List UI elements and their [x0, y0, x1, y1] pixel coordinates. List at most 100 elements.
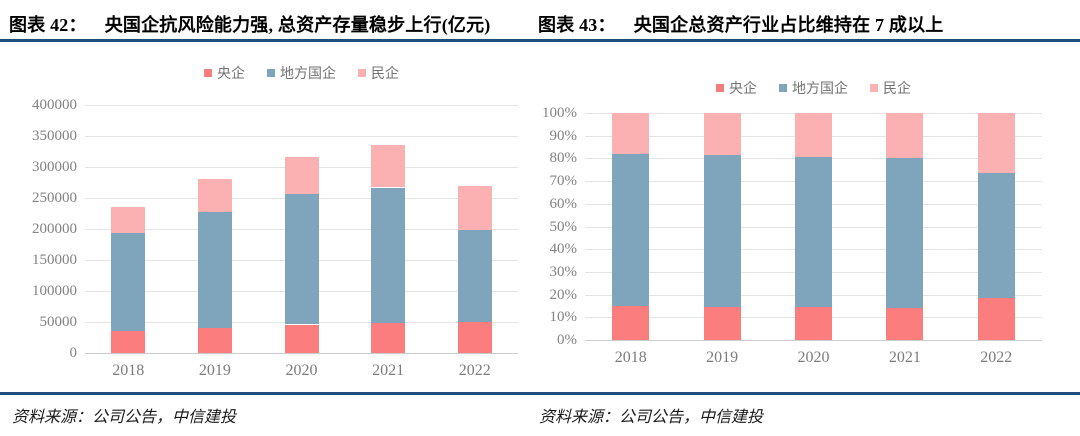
bar-segment-民企 — [371, 145, 406, 188]
x-axis-category-label: 2019 — [198, 362, 231, 379]
header-divider-rule — [0, 39, 1080, 42]
figure-42-header: 图表 42： 央国企抗风险能力强, 总资产存量稳步上行(亿元) — [9, 11, 491, 37]
y-gridline — [585, 113, 1042, 114]
legend-item-央企: 央企 — [716, 78, 757, 98]
y-axis-tick-label: 0% — [557, 332, 577, 348]
bar-segment-央企 — [886, 308, 924, 340]
y-axis-tick-label: 400000 — [32, 97, 77, 113]
y-axis-tick-label: 50% — [549, 218, 578, 235]
y-gridline — [585, 271, 1042, 273]
bar-segment-央企 — [371, 323, 406, 353]
y-axis-tick-label: 60% — [549, 195, 578, 212]
bar-segment-民企 — [111, 207, 146, 234]
figure-43-header: 图表 43： 央国企总资产行业占比维持在 7 成以上 — [538, 11, 944, 37]
y-gridline — [585, 226, 1042, 228]
x-axis-category-label: 2021 — [888, 349, 921, 366]
legend-marker-icon — [358, 69, 366, 77]
bar-segment-民企 — [977, 113, 1015, 173]
source-note-right: 资料来源：公司公告，中信建投 — [539, 409, 764, 426]
y-gridline — [585, 203, 1042, 205]
legend-item-央企: 央企 — [204, 63, 245, 83]
y-axis-tick-label: 40% — [549, 241, 578, 258]
figure-43-title-text: 央国企总资产行业占比维持在 7 成以上 — [633, 15, 944, 35]
legend-item-label: 央企 — [217, 67, 245, 82]
bar-segment-地方国企 — [371, 187, 406, 324]
y-gridline — [585, 317, 1042, 319]
bar-segment-地方国企 — [284, 194, 319, 325]
bar-segment-地方国企 — [111, 233, 146, 332]
bar-segment-民企 — [703, 113, 741, 155]
figure-43-label: 图表 43： — [538, 15, 616, 35]
y-gridline — [85, 291, 518, 292]
y-gridline — [585, 135, 1042, 137]
y-gridline — [585, 249, 1042, 251]
x-axis-category-label: 2021 — [372, 362, 405, 379]
legend-marker-icon — [204, 69, 212, 77]
x-axis-category-label: 2022 — [458, 362, 491, 379]
y-gridline — [585, 294, 1042, 296]
y-gridline — [585, 181, 1042, 183]
bar-segment-央企 — [197, 328, 232, 353]
legend-item-label: 民企 — [371, 67, 399, 82]
y-gridline — [85, 167, 518, 168]
bar-segment-央企 — [612, 305, 650, 340]
chart-legend: 央企 地方国企 民企 — [585, 78, 1042, 98]
source-note-left: 资料来源：公司公告，中信建投 — [12, 409, 237, 426]
bar-segment-民企 — [886, 113, 924, 159]
figure-42-label: 图表 42： — [9, 15, 87, 35]
x-axis-category-label: 2020 — [797, 349, 830, 366]
bar-segment-央企 — [457, 322, 492, 353]
x-axis-category-label: 2020 — [285, 362, 318, 379]
y-axis-tick-label: 80% — [549, 150, 578, 167]
bar-segment-央企 — [284, 324, 319, 353]
legend-item-地方国企: 地方国企 — [267, 63, 336, 83]
bar-segment-地方国企 — [612, 153, 650, 306]
y-gridline — [85, 136, 518, 137]
bar-segment-地方国企 — [795, 156, 832, 307]
bar-segment-地方国企 — [457, 230, 492, 322]
bar-segment-央企 — [111, 331, 146, 353]
bar-segment-民企 — [197, 179, 232, 212]
y-axis-tick-label: 150000 — [32, 252, 77, 268]
legend-item-label: 地方国企 — [280, 67, 336, 82]
y-gridline — [585, 340, 1042, 341]
y-gridline — [85, 353, 518, 354]
y-axis-tick-label: 0 — [69, 345, 78, 361]
y-gridline — [585, 158, 1042, 160]
bar-segment-地方国企 — [977, 172, 1015, 299]
y-axis-tick-label: 100000 — [32, 283, 77, 299]
y-axis-tick-label: 90% — [549, 127, 578, 144]
legend-item-label: 地方国企 — [792, 82, 848, 97]
y-gridline — [85, 198, 518, 199]
footer-divider-rule — [0, 392, 1080, 395]
y-axis-tick-label: 350000 — [32, 128, 77, 144]
y-gridline — [85, 322, 518, 323]
y-gridline — [85, 229, 518, 230]
bar-segment-央企 — [795, 306, 832, 340]
legend-item-民企: 民企 — [870, 78, 911, 98]
y-axis-tick-label: 250000 — [32, 190, 77, 206]
y-axis-tick-label: 300000 — [32, 159, 77, 175]
legend-item-label: 央企 — [729, 82, 757, 97]
bar-segment-地方国企 — [197, 211, 232, 329]
bar-segment-地方国企 — [886, 158, 924, 309]
y-axis-tick-label: 50000 — [39, 314, 78, 330]
y-axis-tick-label: 10% — [549, 309, 578, 326]
bar-segment-民企 — [457, 186, 492, 231]
y-axis-tick-label: 20% — [549, 286, 578, 303]
y-gridline — [85, 105, 518, 106]
bar-segment-央企 — [977, 298, 1015, 340]
x-axis-category-label: 2022 — [980, 349, 1013, 366]
legend-marker-icon — [267, 69, 275, 77]
y-gridline — [85, 260, 518, 261]
bar-segment-民企 — [795, 113, 832, 157]
figure-42-title-text: 央国企抗风险能力强, 总资产存量稳步上行(亿元) — [104, 15, 491, 35]
legend-marker-icon — [870, 84, 878, 92]
x-axis-category-label: 2019 — [706, 349, 739, 366]
bar-segment-地方国企 — [703, 155, 741, 308]
legend-item-label: 民企 — [883, 82, 911, 97]
legend-item-地方国企: 地方国企 — [779, 78, 848, 98]
